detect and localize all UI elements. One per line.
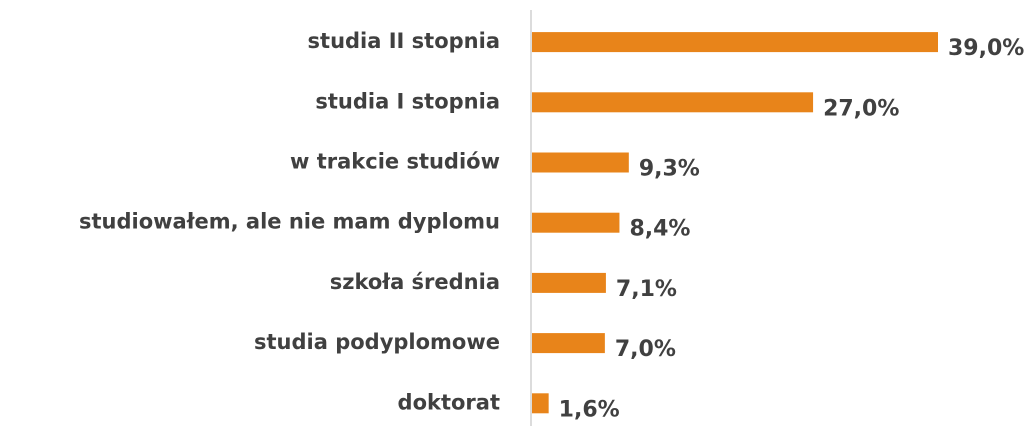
bar bbox=[532, 92, 814, 113]
value-label: 1,6% bbox=[559, 397, 620, 422]
category-label: studia podyplomowe bbox=[254, 330, 500, 354]
value-label: 7,1% bbox=[616, 277, 677, 302]
value-label: 8,4% bbox=[629, 217, 690, 242]
value-label: 7,0% bbox=[615, 337, 676, 362]
bar bbox=[532, 272, 606, 293]
bar bbox=[532, 32, 938, 53]
value-label: 27,0% bbox=[823, 96, 899, 121]
value-label: 39,0% bbox=[948, 36, 1024, 61]
category-label: studia I stopnia bbox=[315, 89, 500, 113]
bar bbox=[532, 152, 629, 173]
value-label: 9,3% bbox=[639, 157, 700, 182]
category-label: doktorat bbox=[398, 390, 500, 414]
category-label: studiowałem, ale nie mam dyplomu bbox=[79, 210, 500, 234]
category-label: w trakcie studiów bbox=[290, 150, 500, 174]
category-label: szkoła średnia bbox=[330, 270, 500, 294]
bar bbox=[532, 212, 620, 233]
category-label: studia II stopnia bbox=[308, 29, 500, 53]
bar bbox=[532, 333, 605, 354]
bar bbox=[532, 393, 549, 414]
